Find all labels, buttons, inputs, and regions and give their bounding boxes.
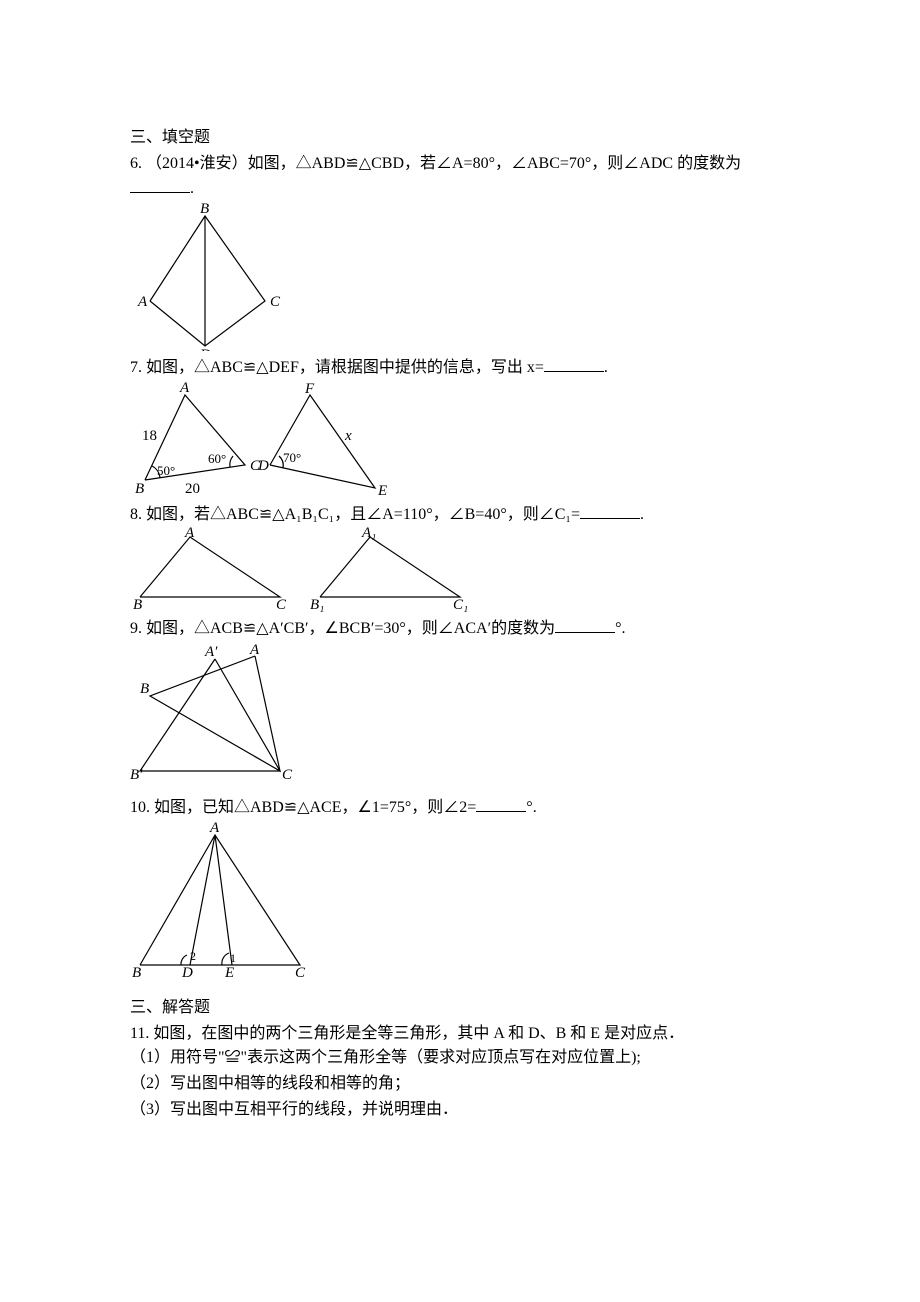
q10-text: 10. 如图，已知△ABD≌△ACE，∠1=75°，则∠2=	[130, 799, 476, 816]
svg-text:2: 2	[190, 949, 196, 963]
svg-text:60°: 60°	[208, 451, 226, 466]
q8-period: .	[640, 506, 644, 523]
q10-period: °.	[526, 799, 536, 816]
q8-text: 8. 如图，若△ABC≌△A₁B₁C₁，且∠A=110°，∠B=40°，则∠C₁…	[130, 506, 580, 523]
svg-text:A₁: A₁	[361, 527, 376, 541]
svg-text:A: A	[137, 294, 148, 310]
svg-text:C: C	[276, 597, 287, 612]
q11-sub2: （2）写出图中相等的线段和相等的角；	[130, 1072, 790, 1096]
svg-text:70°: 70°	[283, 450, 301, 465]
question-6: 6. （2014•淮安）如图，△ABD≌△CBD，若∠A=80°，∠ABC=70…	[130, 152, 790, 351]
svg-text:B₁: B₁	[310, 597, 324, 612]
svg-text:D: D	[181, 965, 193, 980]
svg-text:B: B	[132, 965, 141, 980]
svg-text:A: A	[249, 642, 260, 658]
q8-figure: A B C A₁ B₁ C₁	[130, 527, 470, 612]
svg-text:D: D	[257, 458, 269, 474]
q6-period: .	[190, 180, 194, 197]
page: 三、填空题 6. （2014•淮安）如图，△ABD≌△CBD，若∠A=80°，∠…	[0, 0, 920, 1186]
section-heading-solve: 三、解答题	[130, 996, 790, 1020]
q11-sub1: （1）用符号"≌"表示这两个三角形全等（要求对应顶点写在对应位置上);	[130, 1046, 790, 1070]
q7-figure: A B C 18 20 50° 60° F D E x 70°	[130, 380, 390, 498]
q7-text: 7. 如图，△ABC≌△DEF，请根据图中提供的信息，写出 x=	[130, 359, 544, 376]
svg-text:A: A	[184, 527, 195, 541]
q8-blank	[580, 502, 640, 519]
q11-stem: 11. 如图，在图中的两个三角形是全等三角形，其中 A 和 D、B 和 E 是对…	[130, 1022, 790, 1046]
svg-text:B: B	[135, 481, 144, 497]
svg-text:F: F	[304, 381, 315, 397]
svg-text:B: B	[133, 597, 142, 612]
q10-figure: A B C D E 2 1	[130, 820, 310, 980]
question-10: 10. 如图，已知△ABD≌△ACE，∠1=75°，则∠2= °. A B C D…	[130, 795, 790, 980]
svg-text:C: C	[282, 767, 293, 783]
q7-period: .	[604, 359, 608, 376]
section-heading-fill: 三、填空题	[130, 126, 790, 150]
svg-text:A: A	[179, 380, 190, 396]
question-11: 11. 如图，在图中的两个三角形是全等三角形，其中 A 和 D、B 和 E 是对…	[130, 1022, 790, 1122]
q6-blank	[130, 176, 190, 193]
svg-text:E: E	[224, 965, 234, 980]
question-9: 9. 如图，△ACB≌△A′CB′，∠BCB′=30°，则∠ACA′的度数为 °.…	[130, 616, 790, 791]
q11-sub3: （3）写出图中互相平行的线段，并说明理由．	[130, 1098, 790, 1122]
svg-text:B: B	[200, 201, 209, 217]
svg-text:C: C	[295, 965, 306, 980]
q9-period: °.	[615, 620, 625, 637]
svg-text:C: C	[270, 294, 281, 310]
svg-text:x: x	[344, 428, 352, 444]
svg-text:D: D	[199, 347, 211, 351]
svg-text:A: A	[209, 820, 220, 836]
question-8: 8. 如图，若△ABC≌△A₁B₁C₁，且∠A=110°，∠B=40°，则∠C₁…	[130, 502, 790, 612]
q9-blank	[555, 616, 615, 633]
svg-text:1: 1	[230, 951, 236, 965]
svg-text:C₁: C₁	[453, 597, 468, 612]
svg-text:B: B	[140, 681, 149, 697]
q9-text: 9. 如图，△ACB≌△A′CB′，∠BCB′=30°，则∠ACA′的度数为	[130, 620, 555, 637]
svg-text:E: E	[377, 483, 387, 498]
svg-text:B′: B′	[130, 767, 143, 783]
q6-figure: A B C D	[130, 201, 300, 351]
svg-text:18: 18	[142, 428, 157, 444]
svg-text:A′: A′	[204, 644, 218, 660]
q9-figure: A B C A′ B′	[130, 641, 310, 791]
q10-blank	[476, 795, 526, 812]
question-7: 7. 如图，△ABC≌△DEF，请根据图中提供的信息，写出 x=. A B C …	[130, 355, 790, 498]
svg-text:20: 20	[185, 481, 200, 497]
q7-blank	[544, 355, 604, 372]
q6-text: 6. （2014•淮安）如图，△ABD≌△CBD，若∠A=80°，∠ABC=70…	[130, 155, 741, 172]
